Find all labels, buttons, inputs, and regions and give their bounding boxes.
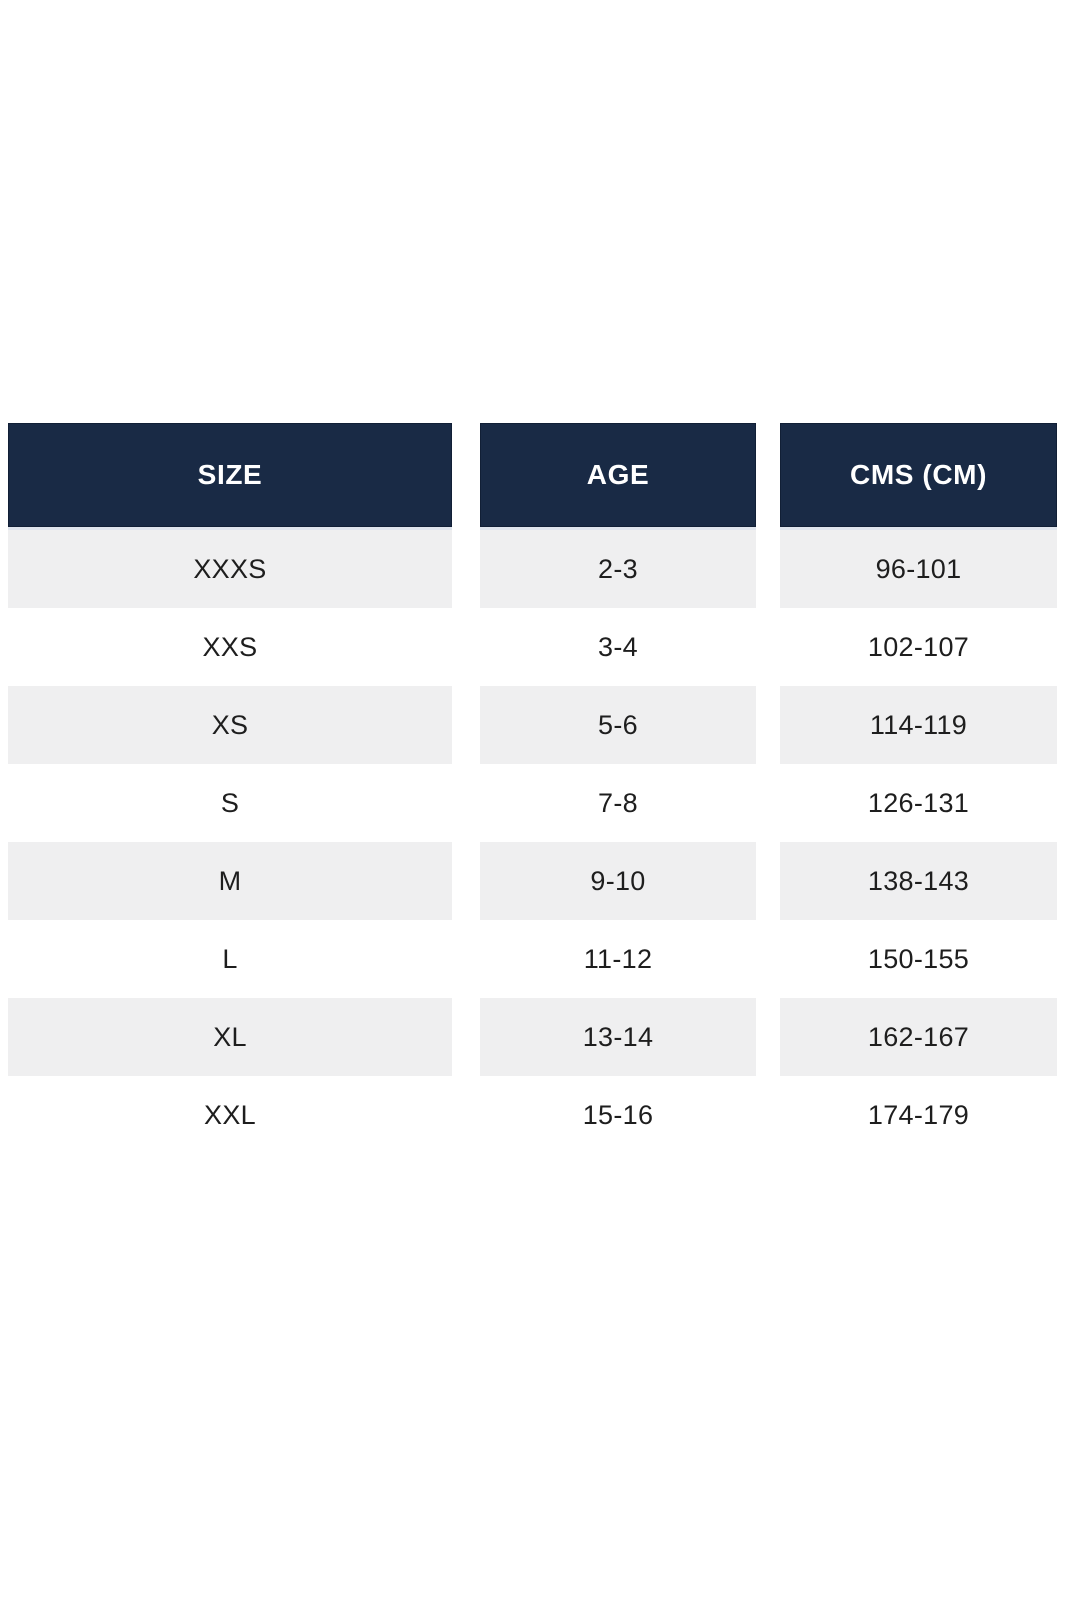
- table-cell-size: XXXS: [8, 530, 452, 608]
- table-cell-size: XXL: [8, 1076, 452, 1154]
- table-cell-cms: 114-119: [780, 686, 1057, 764]
- table-cell-age: 11-12: [480, 920, 756, 998]
- table-cell-age: 9-10: [480, 842, 756, 920]
- size-chart-column-cms: CMS (CM) 96-101 102-107 114-119 126-131 …: [780, 423, 1057, 1154]
- table-cell-age: 13-14: [480, 998, 756, 1076]
- table-cell-size: XL: [8, 998, 452, 1076]
- table-cell-cms: 96-101: [780, 530, 1057, 608]
- column-header-size: SIZE: [8, 423, 452, 530]
- table-cell-cms: 150-155: [780, 920, 1057, 998]
- table-cell-age: 2-3: [480, 530, 756, 608]
- table-cell-size: L: [8, 920, 452, 998]
- size-chart-column-age: AGE 2-3 3-4 5-6 7-8 9-10 11-12 13-14 15-…: [480, 423, 756, 1154]
- size-chart-column-size: SIZE XXXS XXS XS S M L XL XXL: [8, 423, 452, 1154]
- table-cell-size: XS: [8, 686, 452, 764]
- table-cell-cms: 102-107: [780, 608, 1057, 686]
- table-cell-size: S: [8, 764, 452, 842]
- table-cell-cms: 174-179: [780, 1076, 1057, 1154]
- table-cell-age: 7-8: [480, 764, 756, 842]
- table-cell-age: 3-4: [480, 608, 756, 686]
- column-header-age: AGE: [480, 423, 756, 530]
- size-chart-table: SIZE XXXS XXS XS S M L XL XXL AGE 2-3 3-…: [8, 423, 1057, 1154]
- table-cell-age: 5-6: [480, 686, 756, 764]
- table-cell-size: M: [8, 842, 452, 920]
- table-cell-size: XXS: [8, 608, 452, 686]
- column-header-cms: CMS (CM): [780, 423, 1057, 530]
- table-cell-cms: 138-143: [780, 842, 1057, 920]
- table-cell-cms: 162-167: [780, 998, 1057, 1076]
- table-cell-age: 15-16: [480, 1076, 756, 1154]
- table-cell-cms: 126-131: [780, 764, 1057, 842]
